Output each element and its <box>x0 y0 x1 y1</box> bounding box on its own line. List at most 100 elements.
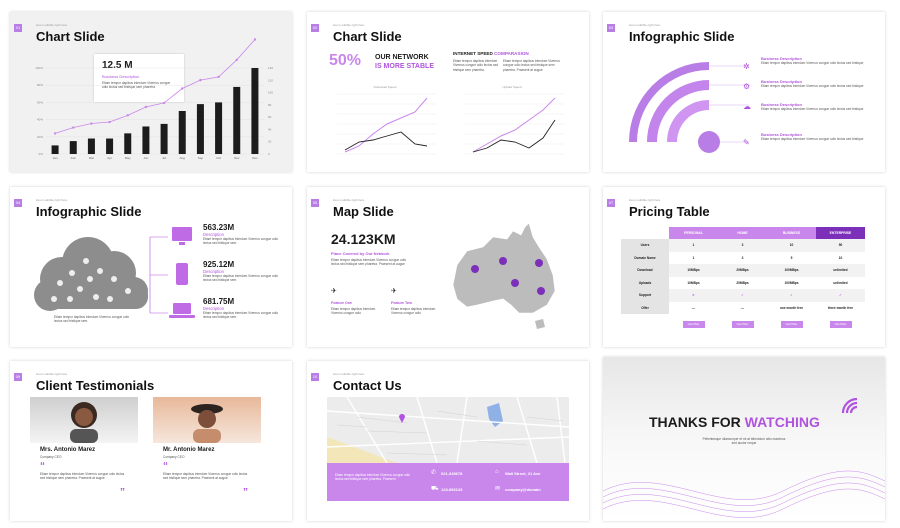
slide-title: Client Testimonials <box>36 378 155 393</box>
y-tick-label-left: 20% <box>37 135 43 139</box>
wave-lines <box>603 470 885 518</box>
slide-number: 03 <box>607 24 615 32</box>
y-tick-label-right: 80 <box>268 103 272 107</box>
map-stat-body: Etiam tempor dapibus interdum Viverrus c… <box>331 258 407 267</box>
y-tick-label-left: 80% <box>37 83 43 87</box>
device-label: Description <box>203 269 224 274</box>
thanks-title: THANKS FOR WATCHING <box>649 414 820 430</box>
bar <box>124 133 132 154</box>
slide-title: Map Slide <box>333 204 394 219</box>
slide-chart-2[interactable]: 02 lorem subtitle right here Chart Slide… <box>307 12 589 172</box>
slide-infographic-2[interactable]: 04 lorem subtitle right here Infographic… <box>10 187 292 347</box>
client-photo <box>30 397 138 443</box>
info-item-label: Business Description <box>761 102 802 107</box>
client-quote: Etiam tempor dapibus interdum Viverrus c… <box>40 472 125 481</box>
phone-icon: ✆ <box>431 470 437 476</box>
plan-header: PERSONAL <box>669 227 718 239</box>
client-role: Company CEO <box>40 455 62 459</box>
pricing-cell: 50 <box>838 243 843 247</box>
trend-point <box>72 126 75 129</box>
plan-header: BUSINESS <box>767 227 816 239</box>
slide-testimonials[interactable]: 09 lorem subtitle right here Client Test… <box>10 361 292 521</box>
slide-tag: lorem subtitle right here <box>36 23 68 27</box>
contact-bar <box>327 463 569 501</box>
trend-line <box>54 39 256 134</box>
pricing-cell: one month free <box>779 305 804 310</box>
pricing-cell: 100MBps <box>784 268 799 272</box>
map-stat-value: 24.123KM <box>331 231 396 247</box>
y-tick-label-right: 0 <box>268 152 270 156</box>
upload-line-purple <box>472 97 556 153</box>
monitor-icon <box>172 227 192 245</box>
get-plan-button[interactable]: Get Plan <box>731 320 754 328</box>
x-tick-label: Jan <box>53 156 58 160</box>
slide-title: Chart Slide <box>333 29 402 44</box>
pricing-cell: 10 <box>838 255 843 260</box>
feature-icon-2: ⚙ <box>743 82 751 91</box>
device-body: Etiam tempor dapibus interdum Viverrus c… <box>203 311 279 320</box>
slide-infographic-1[interactable]: 03 lorem subtitle right here Infographic… <box>603 12 885 172</box>
speed-title: INTERNET SPEED COMPARASION <box>453 51 529 56</box>
slide-chart-1[interactable]: 01 lorem subtitle right here Chart Slide… <box>10 12 292 172</box>
contact-body: Etiam tempor dapibus interdum Viverrus c… <box>335 473 411 482</box>
y-tick-label-right: 120 <box>268 78 273 82</box>
speed-title-2: COMPARASION <box>494 51 529 56</box>
pricing-row: Support ✕ ✓ ✓ ✓ <box>621 289 865 302</box>
slide-number: 10 <box>311 373 319 381</box>
get-plan-button[interactable]: Get Plan <box>682 320 705 328</box>
info-item-label: Business Description <box>761 79 802 84</box>
pricing-row-label: Offer <box>621 301 669 314</box>
slide-tag: lorem subtitle right here <box>36 372 68 376</box>
contact-phone: 021-345678 <box>441 471 463 476</box>
pricing-cell: 10MBps <box>687 268 700 272</box>
device-body: Etiam tempor dapibus interdum Viverrus c… <box>203 274 279 283</box>
street-map <box>327 397 569 463</box>
slide-map[interactable]: 05 lorem subtitle right here Map Slide 2… <box>307 187 589 347</box>
feature-two-body: Etiam tempor dapibus interdum Viverrus c… <box>391 307 436 316</box>
trend-point <box>199 78 202 82</box>
slide-number: 01 <box>14 24 22 32</box>
trend-point <box>235 58 238 62</box>
client-name: Mrs. Antonio Marez <box>40 447 96 453</box>
pricing-row-label: Support <box>621 289 669 302</box>
quote-close-icon: ” <box>243 487 248 498</box>
right-body: Etiam tempor dapibus interdum Viverrus c… <box>503 59 560 72</box>
slide-pricing[interactable]: 07 lorem subtitle right here Pricing Tab… <box>603 187 885 347</box>
slide-thanks[interactable]: THANKS FOR WATCHING Pellentesque ullamco… <box>603 357 885 521</box>
pricing-cell: 20MBps <box>736 268 749 272</box>
bar <box>160 123 168 154</box>
x-tick-label: Jun <box>143 156 148 160</box>
pricing-cell: three month free <box>827 305 854 310</box>
device-value: 681.75M <box>203 297 235 306</box>
pricing-header-row: PERSONAL HOME BUSINESS ENTERPRISE <box>621 227 865 239</box>
pricing-cell: 1 <box>692 255 695 260</box>
upload-speed-label: Upload Speed <box>502 85 521 89</box>
x-tick-label: Sep <box>198 156 204 160</box>
client-photo <box>153 397 261 443</box>
trend-point <box>253 38 257 41</box>
info-item-body: Etiam tempor dapibus interdum Viverrus c… <box>761 61 864 65</box>
pricing-row-label: Users <box>621 239 669 252</box>
y-tick-label-left: 100% <box>35 66 43 70</box>
feature-icon-3: ☁ <box>743 102 751 111</box>
feature-icon-1: ✲ <box>743 62 750 71</box>
y-tick-label-left: 40% <box>37 118 43 122</box>
y-tick-label-left: 0% <box>39 152 44 156</box>
get-plan-button[interactable]: Get Plan <box>829 320 852 328</box>
slide-title: Pricing Table <box>629 204 710 219</box>
y-tick-label-right: 60 <box>268 115 272 119</box>
truck-icon: ⛟ <box>431 486 439 492</box>
bar <box>196 104 204 154</box>
pricing-row-label: Uploads <box>621 276 669 289</box>
slide-contact[interactable]: 10 lorem subtitle right here Contact Us … <box>307 361 589 521</box>
cloud-graphic <box>34 227 195 318</box>
australia-map <box>452 222 556 329</box>
device-stat-3: 681.75M Description Etiam tempor dapibus… <box>203 297 283 320</box>
pricing-row: Users 1 3 10 50 <box>621 239 865 252</box>
pricing-cell: unlimited <box>833 268 848 272</box>
x-tick-label: Mar <box>89 156 94 160</box>
stat-body: Etiam tempor dapibus interdum Viverrus c… <box>102 81 171 90</box>
pricing-header-spacer <box>621 227 669 239</box>
get-plan-button[interactable]: Get Plan <box>780 320 803 328</box>
speed-title-1: INTERNET SPEED <box>453 51 493 56</box>
